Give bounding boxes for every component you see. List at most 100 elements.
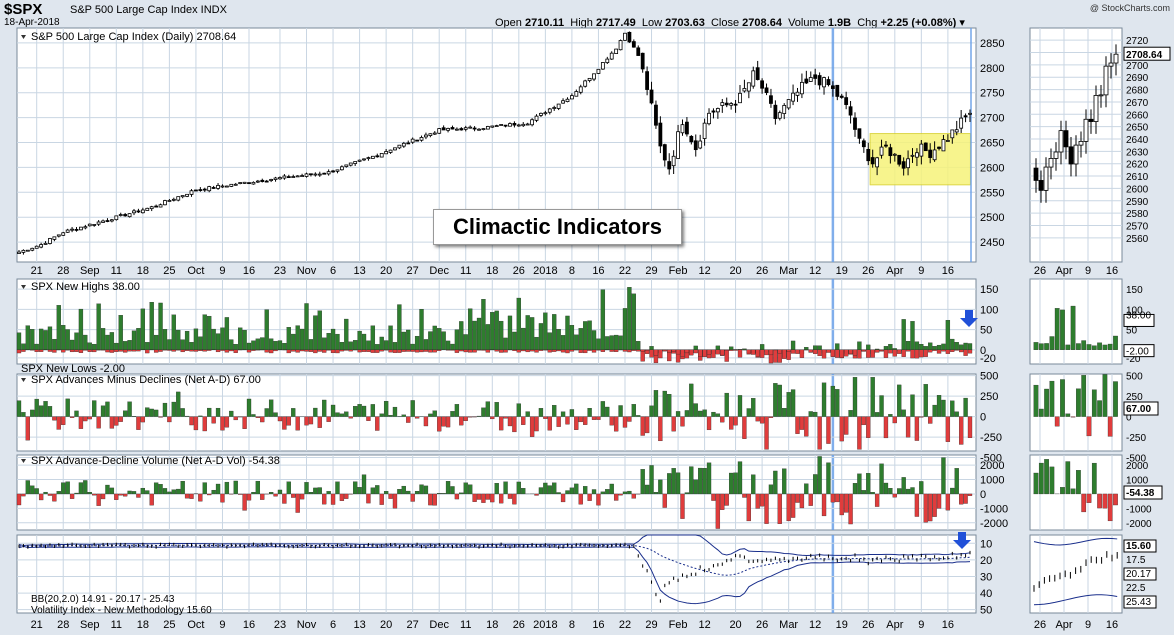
new-lows-bar: [123, 349, 128, 353]
x-tick-label: 8: [569, 265, 575, 277]
new-highs-bar: [344, 318, 349, 350]
new-highs-bar: [370, 325, 376, 350]
advance-decline-bar: [295, 416, 300, 431]
advance-decline-bar: [698, 410, 703, 417]
inset-candle: [1098, 94, 1104, 97]
candle-down: [733, 103, 738, 106]
inset-new-highs-bar: [1033, 342, 1039, 350]
ad-volume-bar: [25, 480, 30, 495]
candle-up: [224, 185, 229, 188]
ad-volume-bar: [255, 480, 261, 495]
x-tick-label: 11: [460, 265, 471, 277]
ad-volume-bar: [552, 482, 557, 495]
advance-decline-bar: [215, 407, 221, 417]
candle-up: [171, 198, 176, 201]
new-lows-bar: [843, 349, 849, 357]
ad-volume-bar: [127, 490, 132, 495]
candle-up: [490, 125, 495, 128]
x-tick-label: 29: [645, 265, 657, 277]
new-lows-bar: [644, 349, 650, 351]
new-lows-bar: [344, 349, 349, 351]
y-tick-label: 50: [980, 605, 992, 617]
new-lows-bar: [945, 349, 951, 354]
candle-up: [87, 223, 92, 227]
ad-volume-bar: [512, 493, 517, 505]
new-lows-bar: [640, 349, 645, 352]
new-highs-bar: [30, 329, 35, 350]
main-panel-title: S&P 500 Large Cap Index (Daily) 2708.64: [31, 31, 236, 43]
x-tick-label: 23: [274, 619, 286, 631]
candle-down: [331, 170, 335, 173]
advance-decline-bar: [445, 416, 451, 428]
ad-volume-bar: [441, 493, 446, 495]
advance-decline-bar: [326, 416, 331, 422]
new-highs-bar: [246, 342, 252, 350]
new-lows-bar: [587, 349, 592, 351]
candle-down: [441, 127, 446, 131]
ad-volume-bar: [649, 465, 654, 495]
new-lows-bar: [233, 349, 238, 353]
ad-volume-bar: [613, 493, 619, 501]
inset-y-tick-label: 150: [1126, 285, 1143, 296]
inset-value-box: [1123, 567, 1157, 581]
new-highs-bar: [631, 293, 636, 350]
new-lows-bar: [406, 349, 411, 352]
candle-up: [534, 115, 539, 121]
advance-decline-bar: [476, 415, 482, 417]
advance-decline-bar: [481, 407, 486, 417]
candle-up: [25, 249, 30, 252]
y-tick-label: 50: [980, 325, 992, 337]
collapse-triangle-icon[interactable]: ▾: [959, 17, 965, 29]
x-tick-label: 21: [31, 265, 43, 277]
x-tick-label: 2018: [533, 619, 557, 631]
new-lows-bar: [454, 349, 460, 353]
advance-decline-bar: [848, 410, 853, 417]
ad-volume-bar: [379, 493, 384, 505]
inset-y-tick-label: -250: [1126, 433, 1146, 444]
new-lows-bar: [813, 349, 818, 354]
inset-bb-upper: [1033, 537, 1118, 546]
advance-decline-bar: [87, 416, 92, 420]
x-tick-label: 20: [729, 619, 741, 631]
ad-volume-bar: [123, 493, 128, 497]
ad-volume-bar: [176, 488, 181, 495]
new-lows-bar: [782, 349, 787, 359]
x-tick-label: 13: [353, 265, 365, 277]
advance-decline-bar: [963, 397, 968, 417]
candle-up: [954, 129, 959, 133]
advance-decline-bar: [746, 408, 751, 417]
advance-decline-bar: [145, 407, 150, 417]
candle-down: [631, 41, 636, 48]
new-highs-bar: [578, 328, 583, 350]
new-highs-bar: [180, 339, 185, 350]
candle-down: [654, 104, 658, 126]
new-lows-bar: [698, 349, 703, 357]
new-lows-bar: [268, 349, 274, 354]
candle-down: [693, 140, 698, 151]
advance-decline-bar: [591, 416, 597, 420]
advance-decline-bar: [251, 414, 256, 417]
new-lows-bar: [888, 349, 893, 354]
new-lows-bar: [498, 349, 504, 353]
x-tick-label: Sep: [80, 619, 100, 631]
candle-up: [167, 200, 172, 202]
candle-up: [552, 107, 557, 109]
candle-down: [685, 121, 689, 135]
advance-decline-bar: [684, 410, 690, 417]
ad-volume-bar: [401, 485, 406, 495]
new-lows-bar: [565, 349, 570, 354]
x-tick-label: 20: [380, 265, 392, 277]
ad-volume-bar: [950, 487, 955, 495]
ad-volume-bar: [459, 492, 464, 495]
new-highs-bar: [552, 314, 557, 350]
candle-up: [530, 119, 534, 126]
ad-volume-bar: [826, 462, 831, 495]
new-highs-bar: [47, 326, 53, 350]
inset-x-tick-label: 9: [1085, 265, 1091, 277]
advance-decline-bar: [636, 415, 641, 417]
advance-decline-bar: [870, 377, 875, 417]
ad-volume-bar: [490, 493, 495, 503]
new-highs-bar: [308, 339, 314, 350]
x-tick-label: 27: [407, 265, 419, 277]
advance-decline-bar: [361, 405, 367, 417]
